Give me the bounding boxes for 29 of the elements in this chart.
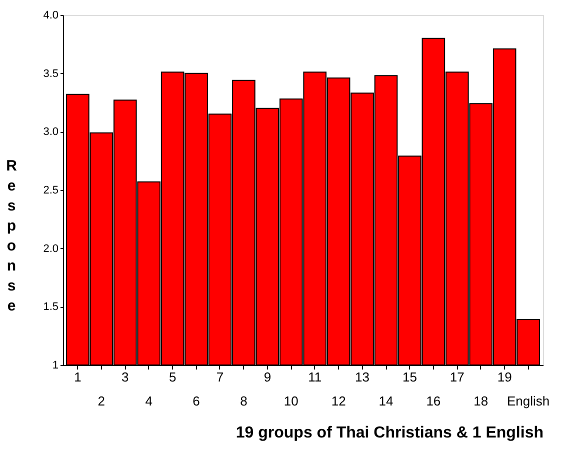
y-tick-label: 2.0 bbox=[43, 242, 58, 255]
y-tick-label: 1 bbox=[52, 360, 58, 372]
x-axis-title: 19 groups of Thai Christians & 1 English bbox=[236, 424, 544, 442]
x-tick-label: English bbox=[506, 394, 550, 408]
x-tick-label: 3 bbox=[122, 370, 129, 384]
x-tick-label: 2 bbox=[98, 394, 106, 408]
y-tick-label: 4.0 bbox=[43, 10, 58, 22]
x-tick-label: 13 bbox=[355, 370, 370, 384]
x-tick-label: 15 bbox=[402, 370, 417, 384]
y-tick-label: 2.5 bbox=[43, 184, 58, 196]
x-tick-label: 9 bbox=[264, 370, 272, 384]
x-tick-label: 14 bbox=[378, 394, 394, 408]
x-tick-label: 5 bbox=[168, 370, 176, 384]
x-tick-label: 1 bbox=[74, 370, 82, 384]
x-tick-label: 8 bbox=[240, 394, 248, 408]
x-tick-label: 4 bbox=[145, 394, 152, 408]
y-tick-label: 1.5 bbox=[43, 301, 58, 314]
x-tick-label: 7 bbox=[216, 370, 224, 384]
y-tick-label: 3.5 bbox=[43, 68, 58, 80]
x-tick-label: 12 bbox=[331, 394, 346, 408]
x-tick-label: 11 bbox=[308, 370, 322, 384]
x-tick-label: 17 bbox=[450, 370, 464, 384]
y-tick-label: 3.0 bbox=[43, 126, 58, 138]
x-tick-label: 19 bbox=[497, 370, 512, 384]
x-tick-label: 18 bbox=[474, 394, 488, 408]
y-axis-title: Response bbox=[6, 158, 18, 314]
x-tick-label: 10 bbox=[284, 394, 298, 408]
x-tick-label: 6 bbox=[192, 394, 200, 408]
x-tick-label: 16 bbox=[426, 394, 441, 408]
